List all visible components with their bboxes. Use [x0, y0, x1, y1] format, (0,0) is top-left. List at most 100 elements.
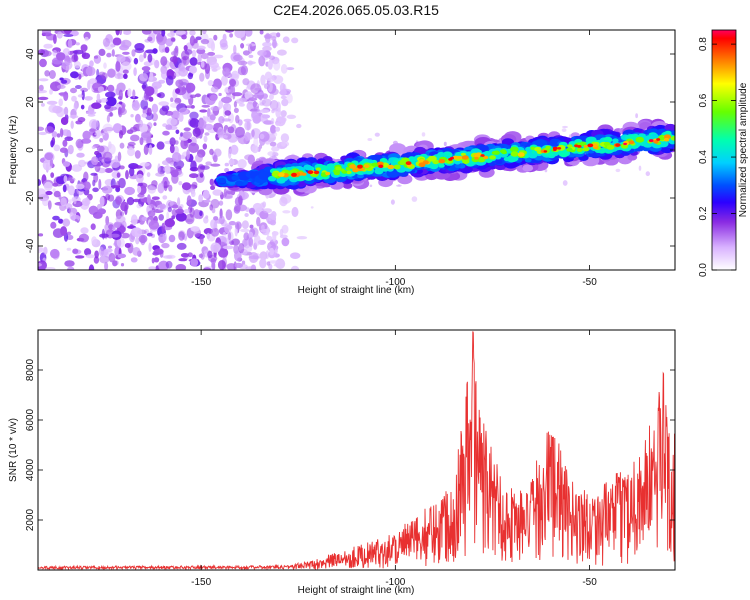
noise-blob: [178, 181, 183, 186]
noise-blob: [147, 185, 156, 194]
noise-blob: [272, 231, 277, 242]
colorbar-tick-label: 0.8: [698, 37, 709, 51]
noise-blob: [133, 57, 139, 65]
track-blob: [623, 142, 627, 146]
track-blob: [231, 175, 240, 181]
noise-blob: [279, 89, 287, 96]
noise-blob: [111, 49, 115, 57]
track-blob: [357, 164, 363, 169]
noise-blob: [56, 133, 61, 138]
noise-blob: [43, 181, 53, 191]
noise-blob: [175, 129, 180, 135]
noise-blob: [247, 154, 255, 165]
noise-blob: [98, 178, 102, 190]
noise-blob: [248, 231, 254, 239]
noise-blob: [124, 186, 135, 196]
noise-blob: [122, 69, 129, 74]
noise-blob: [203, 216, 209, 224]
bottom-x-axis: -150 -100 -50: [191, 330, 597, 588]
noise-blob: [127, 141, 136, 147]
noise-blob: [164, 164, 171, 175]
noise-blob: [241, 220, 249, 230]
noise-blob: [171, 51, 177, 56]
noise-blob: [104, 168, 113, 173]
noise-blob: [193, 38, 198, 44]
noise-blob: [162, 232, 167, 242]
noise-blob: [174, 45, 179, 54]
snr-panel: -150 -100 -50 2000 4000 6000 8000 Height of s…: [8, 329, 676, 596]
track-blob: [628, 140, 635, 145]
noise-blob: [165, 124, 173, 130]
noise-blob: [130, 126, 138, 133]
noise-blob: [225, 209, 233, 221]
noise-blob: [118, 177, 126, 189]
noise-blob: [248, 252, 259, 263]
noise-blob: [147, 107, 152, 116]
noise-blob: [189, 35, 196, 46]
noise-blob: [81, 90, 85, 101]
track-blob: [587, 143, 594, 148]
noise-blob: [115, 215, 126, 224]
noise-blob: [138, 54, 144, 63]
noise-blob: [199, 109, 208, 113]
noise-blob: [163, 180, 168, 192]
noise-blob: [234, 250, 242, 262]
noise-blob: [68, 199, 72, 204]
noise-blob: [154, 59, 160, 69]
track-blob: [591, 143, 598, 148]
noise-blob: [197, 53, 202, 63]
noise-blob: [247, 43, 253, 54]
noise-blob: [271, 146, 280, 152]
y-tick-label: 40: [25, 48, 36, 60]
noise-blob: [141, 113, 148, 118]
noise-blob: [269, 100, 279, 110]
noise-blob: [56, 106, 65, 118]
noise-blob: [91, 156, 99, 166]
noise-blob: [268, 55, 276, 61]
noise-blob: [105, 91, 116, 98]
noise-blob: [164, 46, 170, 54]
noise-blob: [41, 30, 52, 36]
noise-blob: [262, 41, 272, 48]
x-tick-label: -50: [582, 277, 597, 288]
noise-blob: [253, 234, 261, 246]
noise-blob: [259, 258, 267, 269]
noise-blob: [270, 117, 275, 125]
track-blob: [313, 170, 320, 175]
track-blob: [315, 167, 321, 171]
noise-blob: [231, 92, 243, 97]
noise-blob: [273, 60, 281, 71]
noise-blob: [244, 213, 249, 217]
noise-blob: [62, 139, 68, 147]
noise-blob: [133, 67, 137, 77]
noise-blob: [217, 260, 226, 270]
noise-blob: [390, 199, 395, 205]
track-blob: [217, 177, 227, 184]
noise-blob: [443, 141, 447, 147]
noise-blob: [246, 120, 251, 131]
noise-blob: [225, 30, 234, 33]
noise-blob: [562, 125, 568, 129]
noise-blob: [104, 261, 109, 270]
noise-blob: [46, 100, 58, 105]
track-blob: [405, 161, 412, 166]
noise-blob: [162, 130, 170, 136]
track-blob: [489, 155, 496, 160]
noise-blob: [279, 228, 284, 237]
noise-blob: [218, 247, 229, 258]
noise-blob: [45, 267, 56, 270]
noise-blob: [50, 248, 60, 259]
noise-blob: [170, 37, 176, 42]
noise-blob: [244, 30, 253, 37]
track-blob: [485, 158, 493, 163]
track-blob: [501, 150, 508, 155]
noise-blob: [66, 231, 72, 235]
noise-blob: [286, 67, 295, 71]
noise-blob: [212, 189, 223, 196]
noise-blob: [218, 200, 224, 206]
noise-blob: [189, 30, 196, 36]
noise-blob: [103, 62, 107, 69]
noise-blob: [72, 248, 79, 254]
noise-blob: [175, 212, 187, 222]
noise-blob: [182, 131, 192, 140]
